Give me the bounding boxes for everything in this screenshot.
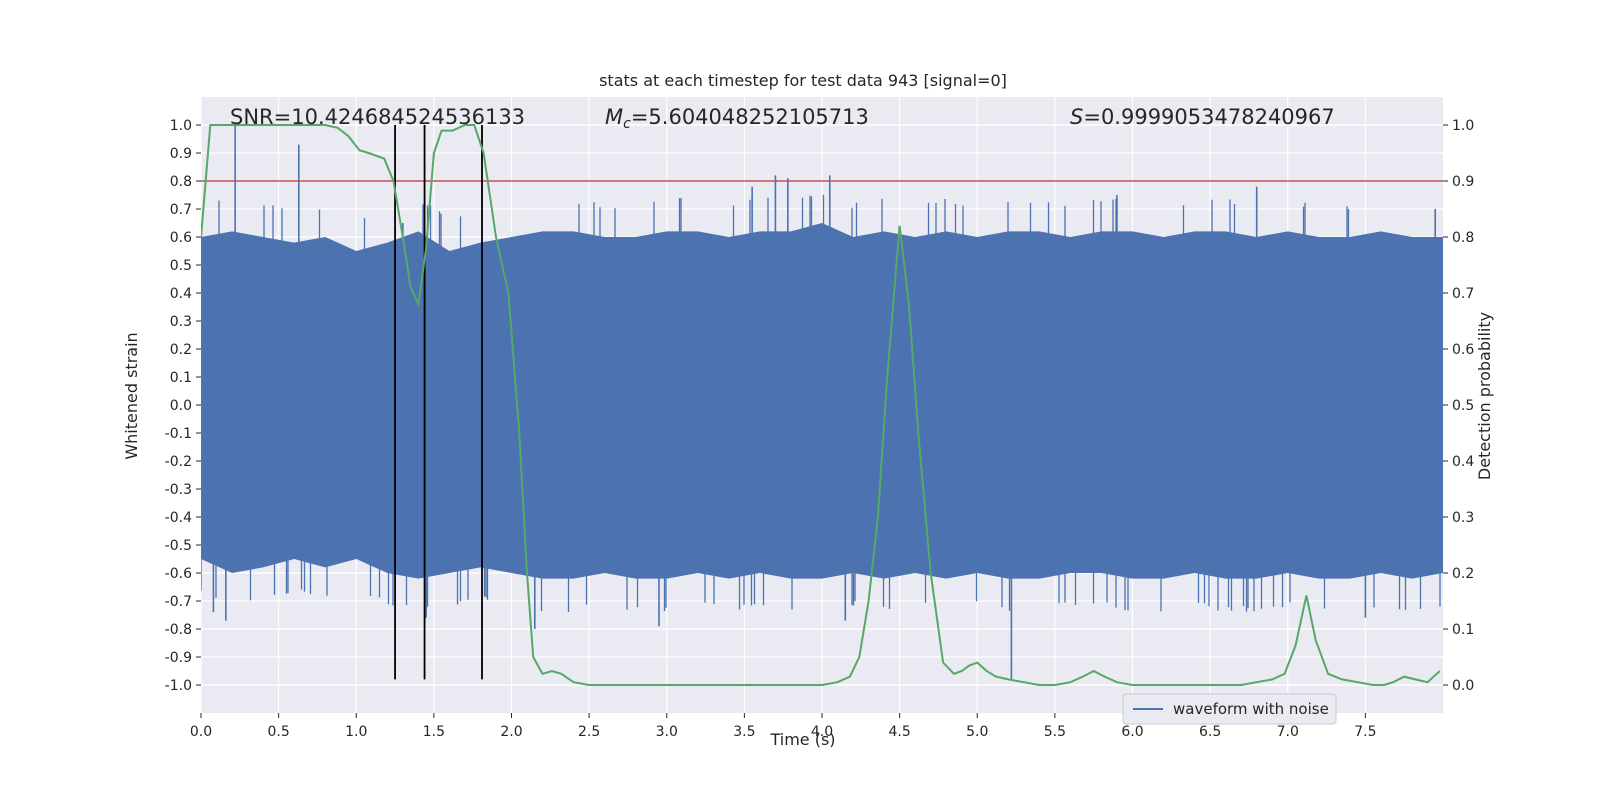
left-tick-label: -0.7 bbox=[165, 594, 192, 610]
legend-box bbox=[1122, 693, 1337, 725]
x-tick-label: 2.5 bbox=[578, 724, 600, 740]
right-tick-label: 0.9 bbox=[1452, 174, 1474, 190]
x-tick-label: 0.5 bbox=[267, 724, 289, 740]
chirp-mass-annotation: Mc=5.604048252105713 bbox=[605, 105, 869, 132]
left-tick-label: 0.4 bbox=[170, 286, 192, 302]
chirp-mass-symbol: M bbox=[605, 105, 623, 129]
x-tick-label: 4.5 bbox=[888, 724, 910, 740]
x-tick-label: 5.0 bbox=[966, 724, 988, 740]
y-axis-label-right: Detection probability bbox=[1475, 312, 1494, 480]
chirp-mass-value: =5.604048252105713 bbox=[631, 105, 869, 129]
left-tick-label: 1.0 bbox=[170, 118, 192, 134]
left-tick-label: 0.5 bbox=[170, 258, 192, 274]
plot-area bbox=[201, 124, 1443, 686]
left-tick-label: 0.9 bbox=[170, 146, 192, 162]
x-tick-label: 6.0 bbox=[1121, 724, 1143, 740]
left-tick-label: -0.1 bbox=[165, 426, 192, 442]
left-tick-label: -0.3 bbox=[165, 482, 192, 498]
x-tick-label: 7.0 bbox=[1277, 724, 1299, 740]
x-axis-label: Time (s) bbox=[769, 730, 835, 749]
s-symbol: S bbox=[1070, 105, 1083, 129]
x-tick-label: 3.5 bbox=[733, 724, 755, 740]
chirp-mass-subscript: c bbox=[623, 116, 631, 132]
x-tick-label: 4.0 bbox=[811, 724, 833, 740]
waveform-spikes bbox=[212, 125, 1437, 680]
s-value: =0.9999053478240967 bbox=[1083, 105, 1334, 129]
left-tick-label: -0.6 bbox=[165, 566, 192, 582]
left-tick-label: -0.8 bbox=[165, 622, 192, 638]
right-tick-label: 0.2 bbox=[1452, 566, 1474, 582]
right-tick-label: 0.5 bbox=[1452, 398, 1474, 414]
left-tick-label: 0.6 bbox=[170, 230, 192, 246]
legend-entry-waveform: waveform with noise bbox=[1173, 700, 1329, 718]
x-tick-label: 2.0 bbox=[500, 724, 522, 740]
right-tick-label: 0.1 bbox=[1452, 622, 1474, 638]
x-tick-label: 3.0 bbox=[656, 724, 678, 740]
snr-annotation: SNR=10.424684524536133 bbox=[230, 105, 525, 129]
right-tick-label: 1.0 bbox=[1452, 118, 1474, 134]
right-tick-label: 0.8 bbox=[1452, 230, 1474, 246]
left-tick-label: -0.4 bbox=[165, 510, 192, 526]
left-tick-label: -1.0 bbox=[165, 678, 192, 694]
left-tick-label: 0.7 bbox=[170, 202, 192, 218]
chart-title: stats at each timestep for test data 943… bbox=[599, 71, 1007, 90]
right-tick-label: 0.7 bbox=[1452, 286, 1474, 302]
left-tick-label: 0.0 bbox=[170, 398, 192, 414]
right-tick-label: 0.3 bbox=[1452, 510, 1474, 526]
series-detection-probability bbox=[201, 124, 1441, 686]
left-y-ticks: 1.0 0.9 0.8 0.7 0.6 0.5 0.4 0.3 0.2 0.1 0.0 -0.1 -0.… bbox=[165, 118, 201, 694]
left-tick-label: -0.2 bbox=[165, 454, 192, 470]
right-y-ticks: 1.0 0.9 0.8 0.7 0.6 0.5 0.4 0.3 0.2 0.1 0.0 bbox=[1443, 118, 1474, 694]
left-tick-label: 0.1 bbox=[170, 370, 192, 386]
x-tick-label: 1.0 bbox=[345, 724, 367, 740]
right-tick-label: 0.6 bbox=[1452, 342, 1474, 358]
x-tick-label: 5.5 bbox=[1044, 724, 1066, 740]
right-tick-label: 0.0 bbox=[1452, 678, 1474, 694]
left-tick-label: -0.5 bbox=[165, 538, 192, 554]
x-ticks: 0.0 0.5 1.0 1.5 2.0 2.5 3.0 3.5 4.0 4.5 5.0 5.5 6.0 6… bbox=[190, 713, 1377, 740]
legend: waveform with noise bbox=[1122, 693, 1337, 725]
x-tick-label: 7.5 bbox=[1354, 724, 1376, 740]
x-tick-label: 1.5 bbox=[423, 724, 445, 740]
left-tick-label: 0.8 bbox=[170, 174, 192, 190]
vertical-markers bbox=[394, 125, 483, 680]
x-tick-label: 6.5 bbox=[1199, 724, 1221, 740]
right-tick-label: 0.4 bbox=[1452, 454, 1474, 470]
y-axis-label: Whitened strain bbox=[122, 332, 141, 459]
x-tick-label: 0.0 bbox=[190, 724, 212, 740]
waveform-detail-lines bbox=[201, 194, 1443, 612]
s-annotation: S=0.9999053478240967 bbox=[1070, 105, 1335, 129]
left-tick-label: 0.3 bbox=[170, 314, 192, 330]
left-tick-label: -0.9 bbox=[165, 650, 192, 666]
left-tick-label: 0.2 bbox=[170, 342, 192, 358]
waveform-noise-texture bbox=[201, 194, 1443, 612]
